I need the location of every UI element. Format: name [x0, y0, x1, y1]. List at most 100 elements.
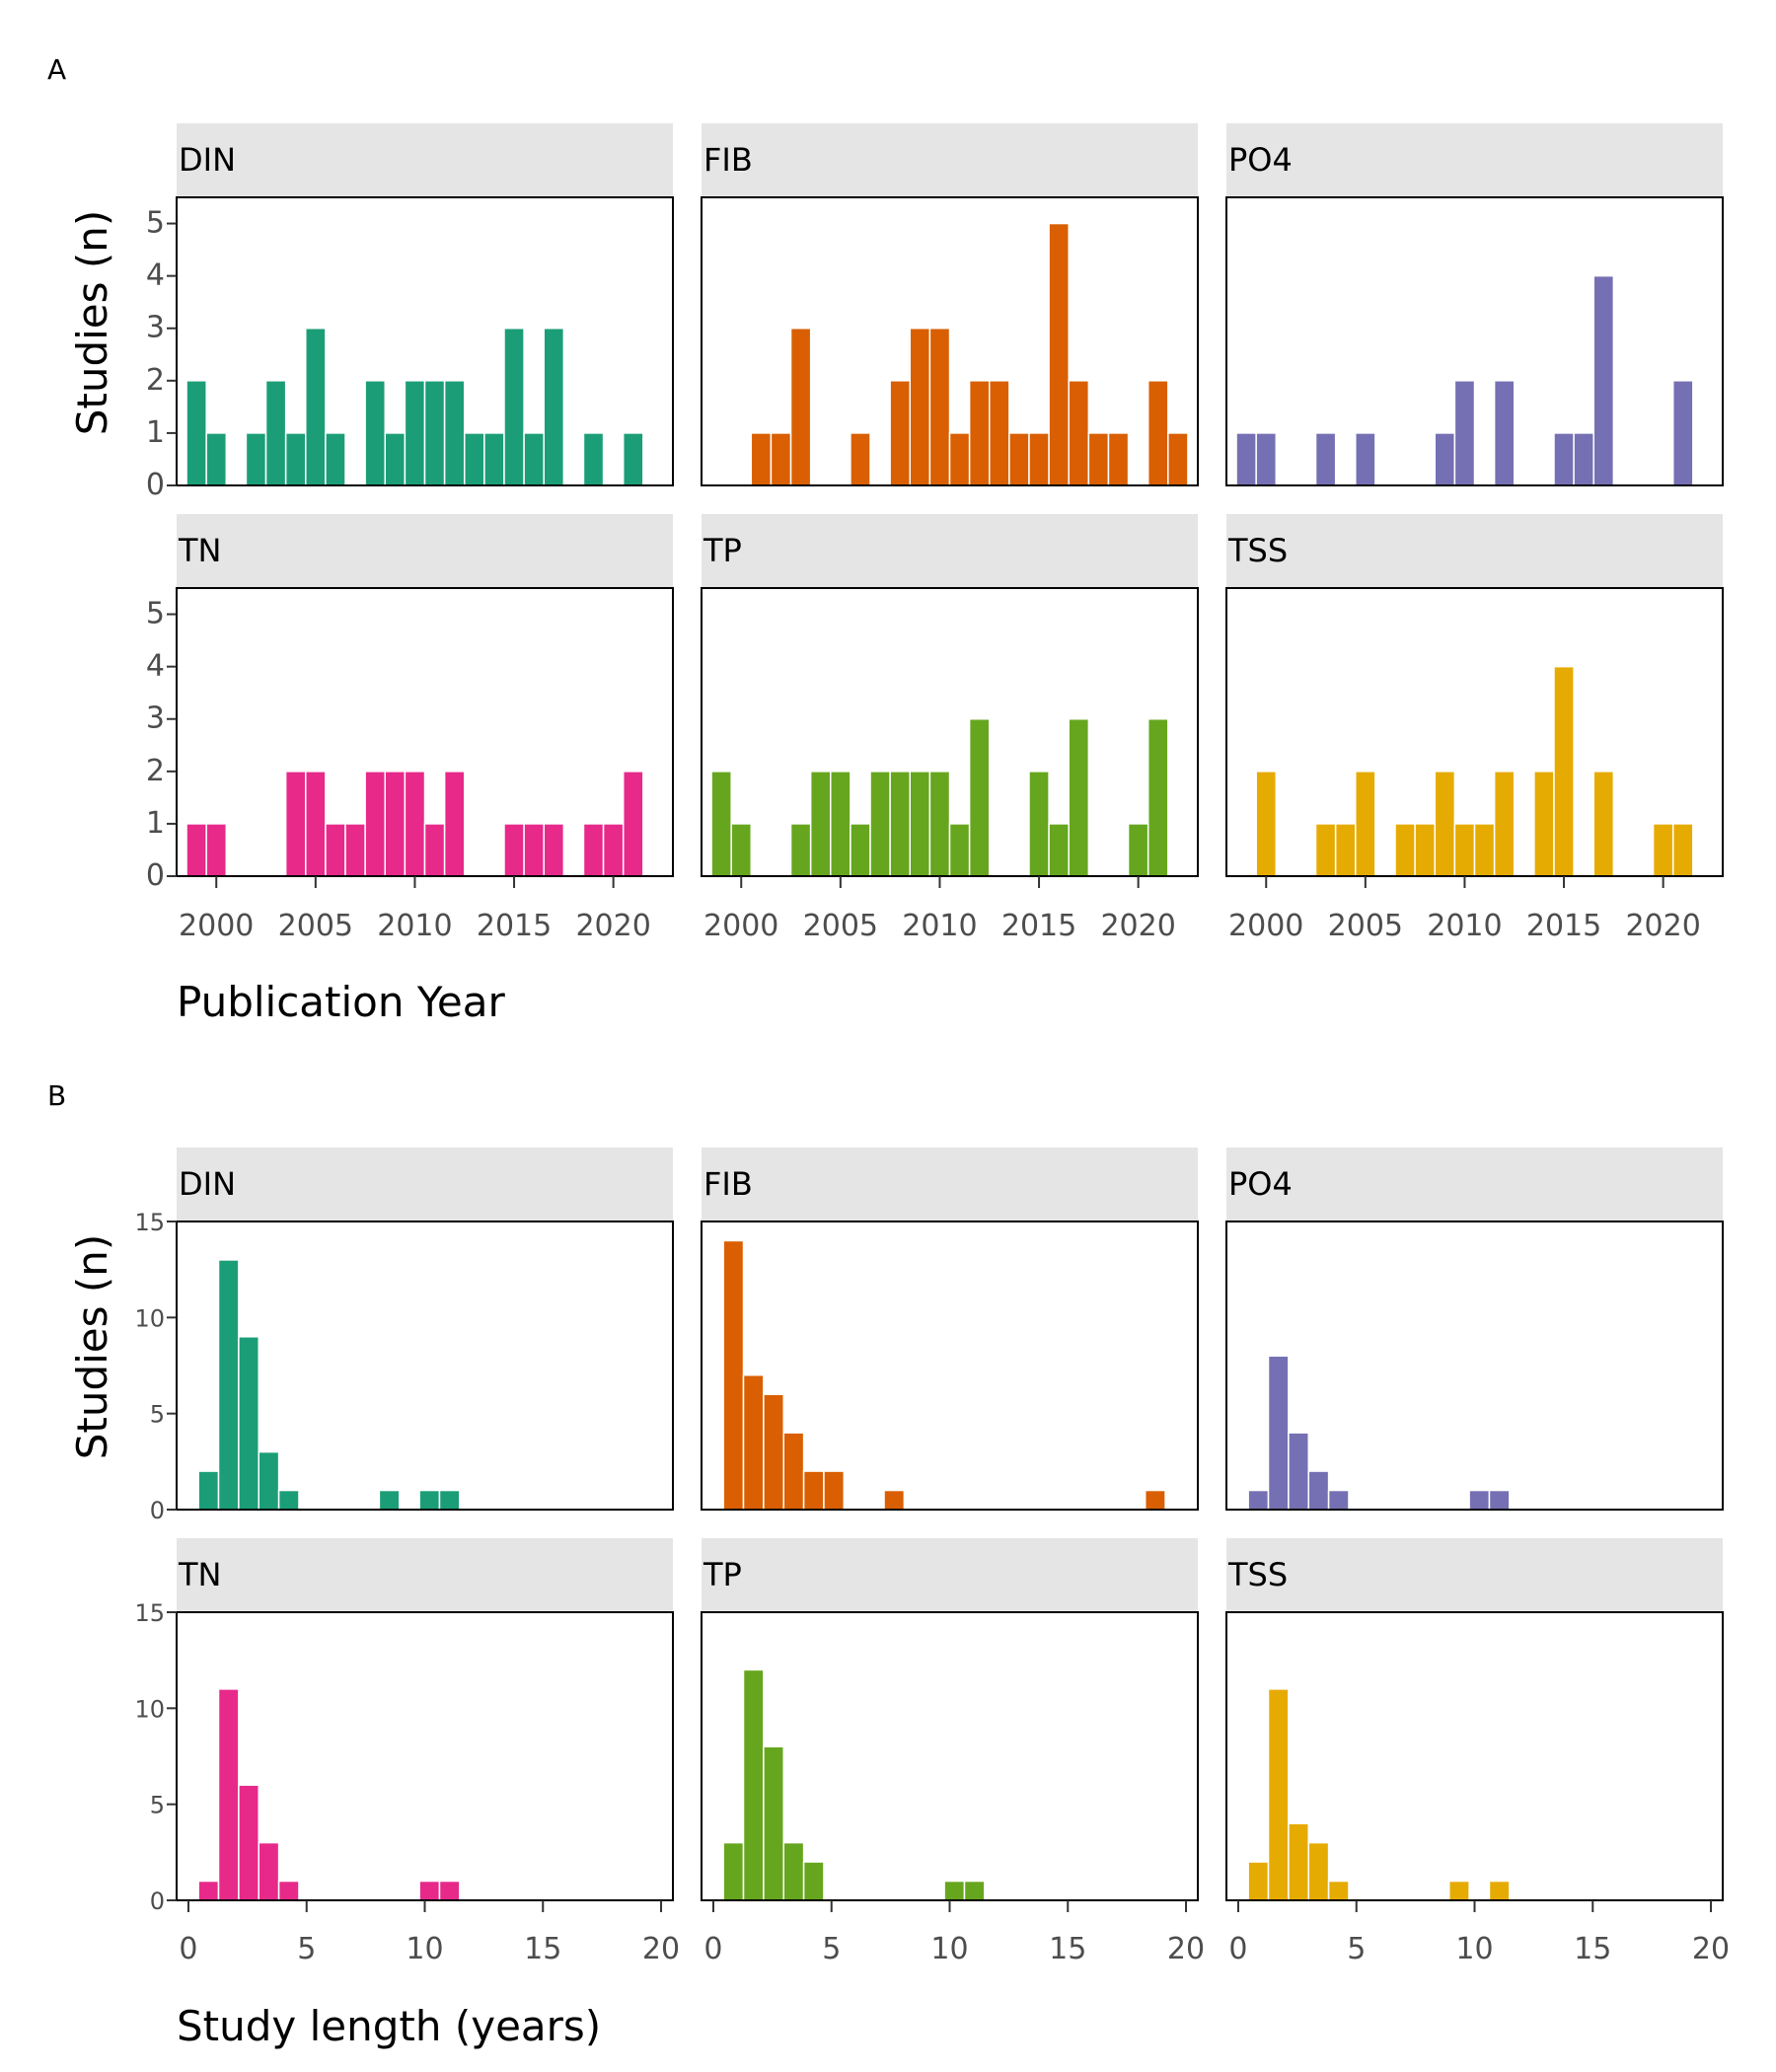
- y-tick-label: 10: [134, 1304, 165, 1332]
- histogram-bar: [384, 771, 407, 877]
- histogram-bar: [438, 1489, 461, 1511]
- panel-letter: A: [47, 53, 66, 86]
- y-tick-label: 5: [146, 206, 165, 241]
- facet-strip: [1226, 514, 1723, 588]
- facet-strip: [177, 514, 673, 588]
- x-tick-label: 2000: [703, 909, 778, 943]
- histogram-bar: [1671, 380, 1694, 486]
- facet-strip-label: TSS: [1227, 532, 1288, 569]
- facet-strip-label: DIN: [179, 1165, 236, 1203]
- histogram-bar: [1468, 1489, 1491, 1511]
- histogram-bar: [443, 380, 466, 486]
- histogram-bar: [1255, 771, 1278, 877]
- x-tick-label: 20: [642, 1932, 680, 1966]
- histogram-bar: [1144, 1489, 1166, 1511]
- histogram-bar: [1488, 1489, 1511, 1511]
- histogram-bar: [1434, 771, 1456, 877]
- y-tick-label: 4: [146, 259, 165, 293]
- histogram-bar: [1068, 717, 1090, 877]
- panel-border: [1225, 587, 1724, 877]
- histogram-bar: [1355, 432, 1376, 486]
- x-tick-label: 15: [524, 1932, 561, 1966]
- histogram-bar: [404, 771, 426, 877]
- panel-b: B Studies (n) DIN 0 5 10 15 FIB PO4 TN 0 5 10 15 0 5 10 1…: [47, 1079, 1730, 2050]
- histogram-bar: [1147, 717, 1169, 877]
- histogram-bar: [483, 432, 505, 486]
- facet-strip-label: TN: [178, 532, 221, 569]
- histogram-bar: [770, 432, 792, 486]
- panel-border: [176, 1221, 674, 1511]
- x-tick-label: 2000: [1228, 909, 1303, 943]
- panel-a: A Studies (n) DIN 0 1 2 3 4 5 FIB PO4 TN 0 1 2 3 4 5 2000 2…: [47, 53, 1724, 1026]
- histogram-bar: [1307, 1841, 1330, 1901]
- histogram-bar: [802, 1470, 825, 1511]
- facet-strip: [177, 1538, 673, 1612]
- x-tick-label: 2015: [1526, 909, 1601, 943]
- histogram-bar: [197, 1880, 220, 1901]
- facet-strip: [1226, 1538, 1723, 1612]
- histogram-bar: [423, 823, 446, 877]
- x-tick-label: 5: [822, 1932, 841, 1966]
- facet-strip-label: TP: [703, 1556, 742, 1593]
- x-tick-label: 2005: [803, 909, 878, 943]
- histogram-bar: [423, 380, 446, 486]
- histogram-bar: [305, 327, 327, 486]
- x-tick-label: 2020: [1100, 909, 1175, 943]
- facet-po4: PO4: [1225, 1147, 1724, 1511]
- x-tick-label: 15: [1049, 1932, 1086, 1966]
- facet-strip-label: TN: [178, 1556, 221, 1593]
- histogram-bar: [1288, 1822, 1309, 1901]
- y-tick-label: 4: [146, 649, 165, 684]
- histogram-bar: [443, 771, 466, 877]
- histogram-bar: [1334, 823, 1357, 877]
- histogram-bar: [1488, 1880, 1511, 1901]
- histogram-bar: [463, 432, 485, 486]
- y-tick-label: 1: [146, 806, 165, 841]
- histogram-bar: [1533, 771, 1555, 877]
- x-tick-label: 0: [703, 1932, 722, 1966]
- histogram-bar: [284, 432, 307, 486]
- x-tick-label: 5: [297, 1932, 316, 1966]
- histogram-bar: [782, 1841, 805, 1901]
- histogram-bar: [1453, 380, 1476, 486]
- histogram-bar: [1167, 432, 1189, 486]
- histogram-bar: [742, 1373, 765, 1511]
- y-tick-label: 0: [146, 468, 165, 502]
- histogram-bar: [722, 1841, 745, 1901]
- x-tick-label: 2015: [477, 909, 552, 943]
- facet-fib: FIB: [701, 1147, 1199, 1511]
- histogram-bar: [789, 327, 812, 486]
- x-tick-label: 2000: [179, 909, 254, 943]
- facet-po4: PO4: [1225, 123, 1724, 486]
- facet-tp: TP 0 5 10 15 20: [701, 1538, 1205, 1966]
- histogram-bar: [258, 1841, 280, 1901]
- x-tick-label: 20: [1167, 1932, 1205, 1966]
- facet-tss: TSS 2000 2005 2010 2015 2020: [1225, 514, 1724, 943]
- histogram-bar: [789, 823, 812, 877]
- histogram-bar: [384, 432, 407, 486]
- histogram-bar: [1592, 771, 1615, 877]
- x-tick-label: 2010: [377, 909, 452, 943]
- x-tick-label: 10: [406, 1932, 443, 1966]
- histogram-bar: [344, 823, 366, 877]
- y-tick-label: 2: [146, 363, 165, 398]
- facet-strip: [177, 123, 673, 197]
- histogram-bar: [1493, 380, 1516, 486]
- histogram-bar: [418, 1880, 441, 1901]
- y-tick-label: 3: [146, 311, 165, 345]
- histogram-bar: [1048, 823, 1070, 877]
- facet-strip-label: PO4: [1228, 141, 1293, 179]
- facet-strip: [1226, 123, 1723, 197]
- histogram-bar: [1573, 432, 1594, 486]
- histogram-bar: [823, 1470, 846, 1511]
- histogram-bar: [543, 823, 565, 877]
- histogram-bar: [710, 771, 732, 877]
- y-tick-label: 0: [150, 1887, 165, 1915]
- histogram-bar: [1327, 1489, 1350, 1511]
- facet-fib: FIB: [701, 123, 1199, 486]
- histogram-bar: [418, 1489, 441, 1511]
- y-tick-label: 3: [146, 702, 165, 736]
- panel-border: [1225, 1221, 1724, 1511]
- histogram-bar: [1652, 823, 1674, 877]
- y-tick-label: 15: [134, 1599, 165, 1627]
